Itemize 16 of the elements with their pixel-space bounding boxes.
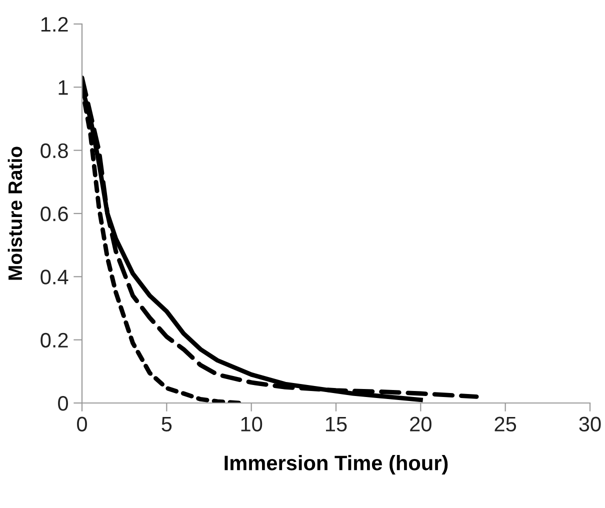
y-axis-title: Moisture Ratio — [8, 146, 22, 280]
y-tick-label: 0.6 — [40, 206, 68, 222]
y-tick-label: 0.8 — [40, 143, 68, 158]
x-tick-label: 20 — [410, 416, 432, 432]
y-tick-label: 0.2 — [40, 332, 68, 348]
y-tick-label: 1 — [58, 80, 68, 95]
y-tick-label: 1.2 — [41, 17, 68, 32]
x-tick-label: 30 — [579, 416, 601, 432]
x-tick-label: 15 — [326, 416, 347, 432]
x-tick-label: 25 — [494, 416, 516, 432]
x-tick-label: 10 — [241, 416, 262, 432]
y-tick-label: 0.4 — [40, 270, 68, 284]
y-tick-label: 0 — [58, 396, 68, 411]
x-tick-label: 5 — [162, 416, 172, 432]
x-axis-title: Immersion Time (hour) — [224, 455, 448, 474]
x-tick-label: 0 — [77, 416, 87, 432]
